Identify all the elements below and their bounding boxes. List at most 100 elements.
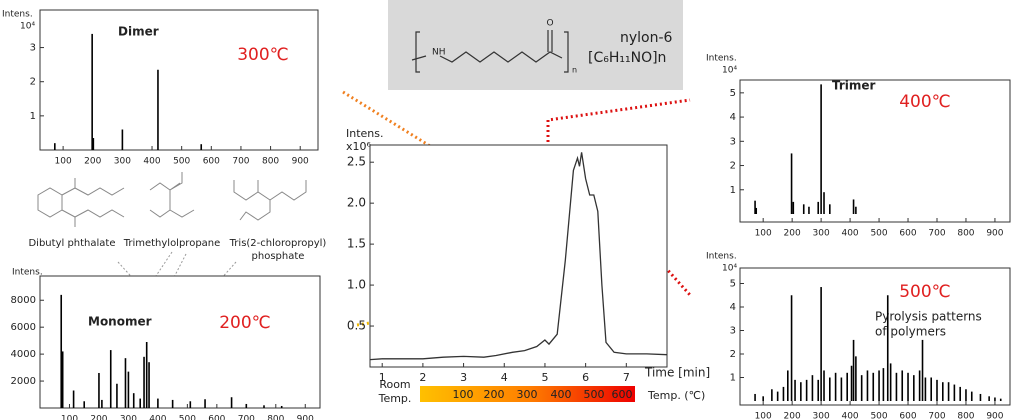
x-tick-label: 600 xyxy=(899,412,916,420)
x-tick-label: 200 xyxy=(90,415,107,420)
temperature-bar xyxy=(420,386,635,402)
polymer-name: nylon-6 xyxy=(620,30,673,46)
x-tick-label: 2 xyxy=(419,371,426,384)
x-tick-label: 200 xyxy=(784,412,801,420)
y-tick-label: 5 xyxy=(730,279,736,290)
structure-box xyxy=(388,0,683,90)
x-tick-label: 900 xyxy=(292,157,309,167)
x-tick-label: 900 xyxy=(297,415,314,420)
x-tick-label: 800 xyxy=(957,412,974,420)
x-tick-label: 500 xyxy=(870,229,887,239)
x-tick-label: 400 xyxy=(841,229,858,239)
x-tick-label: 600 xyxy=(208,415,225,420)
annotation: of polymers xyxy=(875,325,946,339)
x-tick-label: 700 xyxy=(238,415,255,420)
nylon-structure xyxy=(411,30,569,73)
x-tick-label: 800 xyxy=(267,415,284,420)
x-tick-label: 5 xyxy=(541,371,548,384)
y-axis-multiplier: x10⁶ xyxy=(346,140,372,153)
x-tick-label: 700 xyxy=(928,229,945,239)
y-axis-label: Intens. xyxy=(706,252,737,262)
additive-name: Tris(2-chloropropyl) xyxy=(229,238,327,249)
y-tick-label: 4 xyxy=(730,302,736,313)
plot-frame xyxy=(739,267,1011,406)
plot-frame xyxy=(369,144,668,368)
annotation: Trimer xyxy=(832,79,876,93)
x-tick-label: 100 xyxy=(61,415,78,420)
annotation: Pyrolysis patterns xyxy=(875,310,982,324)
polymer-formula: [C₆H₁₁NO]n xyxy=(588,50,666,66)
y-tick-label: 6000 xyxy=(11,322,36,333)
x-axis-label: Time [min] xyxy=(644,366,710,380)
y-axis-multiplier: 10⁴ xyxy=(20,22,35,32)
y-tick-label: 1 xyxy=(730,185,736,196)
y-tick-label: 2000 xyxy=(11,376,36,387)
temperature-label: 300℃ xyxy=(237,45,289,65)
plot-frame xyxy=(39,9,319,151)
y-tick-label: 2.0 xyxy=(347,196,366,210)
x-tick-label: 100 xyxy=(755,412,772,420)
x-tick-label: 300 xyxy=(813,412,830,420)
x-tick-label: 500 xyxy=(870,412,887,420)
temperature-label: 400℃ xyxy=(899,92,951,112)
temperature-bar-label: Temp. xyxy=(378,392,412,405)
y-tick-label: 2 xyxy=(730,349,736,360)
x-tick-label: 500 xyxy=(179,415,196,420)
chromatogram-line xyxy=(369,152,668,361)
temperature-tick: 200 xyxy=(484,388,505,401)
y-tick-label: 2 xyxy=(730,161,736,172)
y-tick-label: 0.5 xyxy=(347,319,366,333)
annotation: Dimer xyxy=(118,25,159,39)
temperature-label: 500℃ xyxy=(899,282,951,302)
x-tick-label: 400 xyxy=(143,157,160,167)
x-tick-label: 300 xyxy=(120,415,137,420)
y-axis-label: Intens. xyxy=(2,10,33,20)
y-tick-label: 8000 xyxy=(11,295,36,306)
temperature-tick: 600 xyxy=(612,388,633,401)
x-tick-label: 7 xyxy=(623,371,630,384)
temperature-tick: 300 xyxy=(517,388,538,401)
y-axis-multiplier: 10⁴ xyxy=(722,66,737,76)
y-tick-label: 3 xyxy=(730,326,736,337)
x-tick-label: 800 xyxy=(262,157,279,167)
x-tick-label: 4 xyxy=(501,371,508,384)
annotation: Monomer xyxy=(88,315,152,329)
plot-frame xyxy=(739,79,1011,223)
molecule-sketches xyxy=(37,172,307,227)
repeat-label: n xyxy=(572,66,577,75)
x-tick-label: 6 xyxy=(582,371,589,384)
x-tick-label: 700 xyxy=(232,157,249,167)
y-tick-label: 1.5 xyxy=(347,237,366,251)
y-tick-label: 1 xyxy=(730,373,736,384)
x-tick-label: 400 xyxy=(841,412,858,420)
x-tick-label: 200 xyxy=(84,157,101,167)
plot-frame xyxy=(39,275,321,409)
y-axis-label: Intens. xyxy=(346,127,384,140)
y-tick-label: 3 xyxy=(30,43,36,54)
y-tick-label: 1 xyxy=(30,111,36,122)
x-tick-label: 300 xyxy=(114,157,131,167)
x-tick-label: 300 xyxy=(813,229,830,239)
x-tick-label: 900 xyxy=(986,412,1003,420)
atom-label: NH xyxy=(432,48,446,58)
y-tick-label: 4000 xyxy=(11,349,36,360)
atom-label: O xyxy=(546,19,553,29)
x-tick-label: 400 xyxy=(149,415,166,420)
y-axis-label: Intens. xyxy=(706,54,737,64)
x-tick-label: 100 xyxy=(755,229,772,239)
x-tick-label: 3 xyxy=(460,371,467,384)
y-tick-label: 2 xyxy=(30,77,36,88)
x-tick-label: 900 xyxy=(986,229,1003,239)
y-tick-label: 2.5 xyxy=(347,155,366,169)
x-tick-label: 200 xyxy=(784,229,801,239)
y-axis-label: Intens. xyxy=(12,268,43,278)
temperature-tick: 500 xyxy=(584,388,605,401)
y-tick-label: 4 xyxy=(730,112,736,123)
y-tick-label: 1.0 xyxy=(347,278,366,292)
temperature-tick: 400 xyxy=(551,388,572,401)
x-tick-label: 600 xyxy=(203,157,220,167)
additive-name: Trimethylolpropane xyxy=(123,238,221,249)
x-tick-label: 100 xyxy=(55,157,72,167)
temperature-bar-unit: Temp. (℃) xyxy=(647,389,705,402)
